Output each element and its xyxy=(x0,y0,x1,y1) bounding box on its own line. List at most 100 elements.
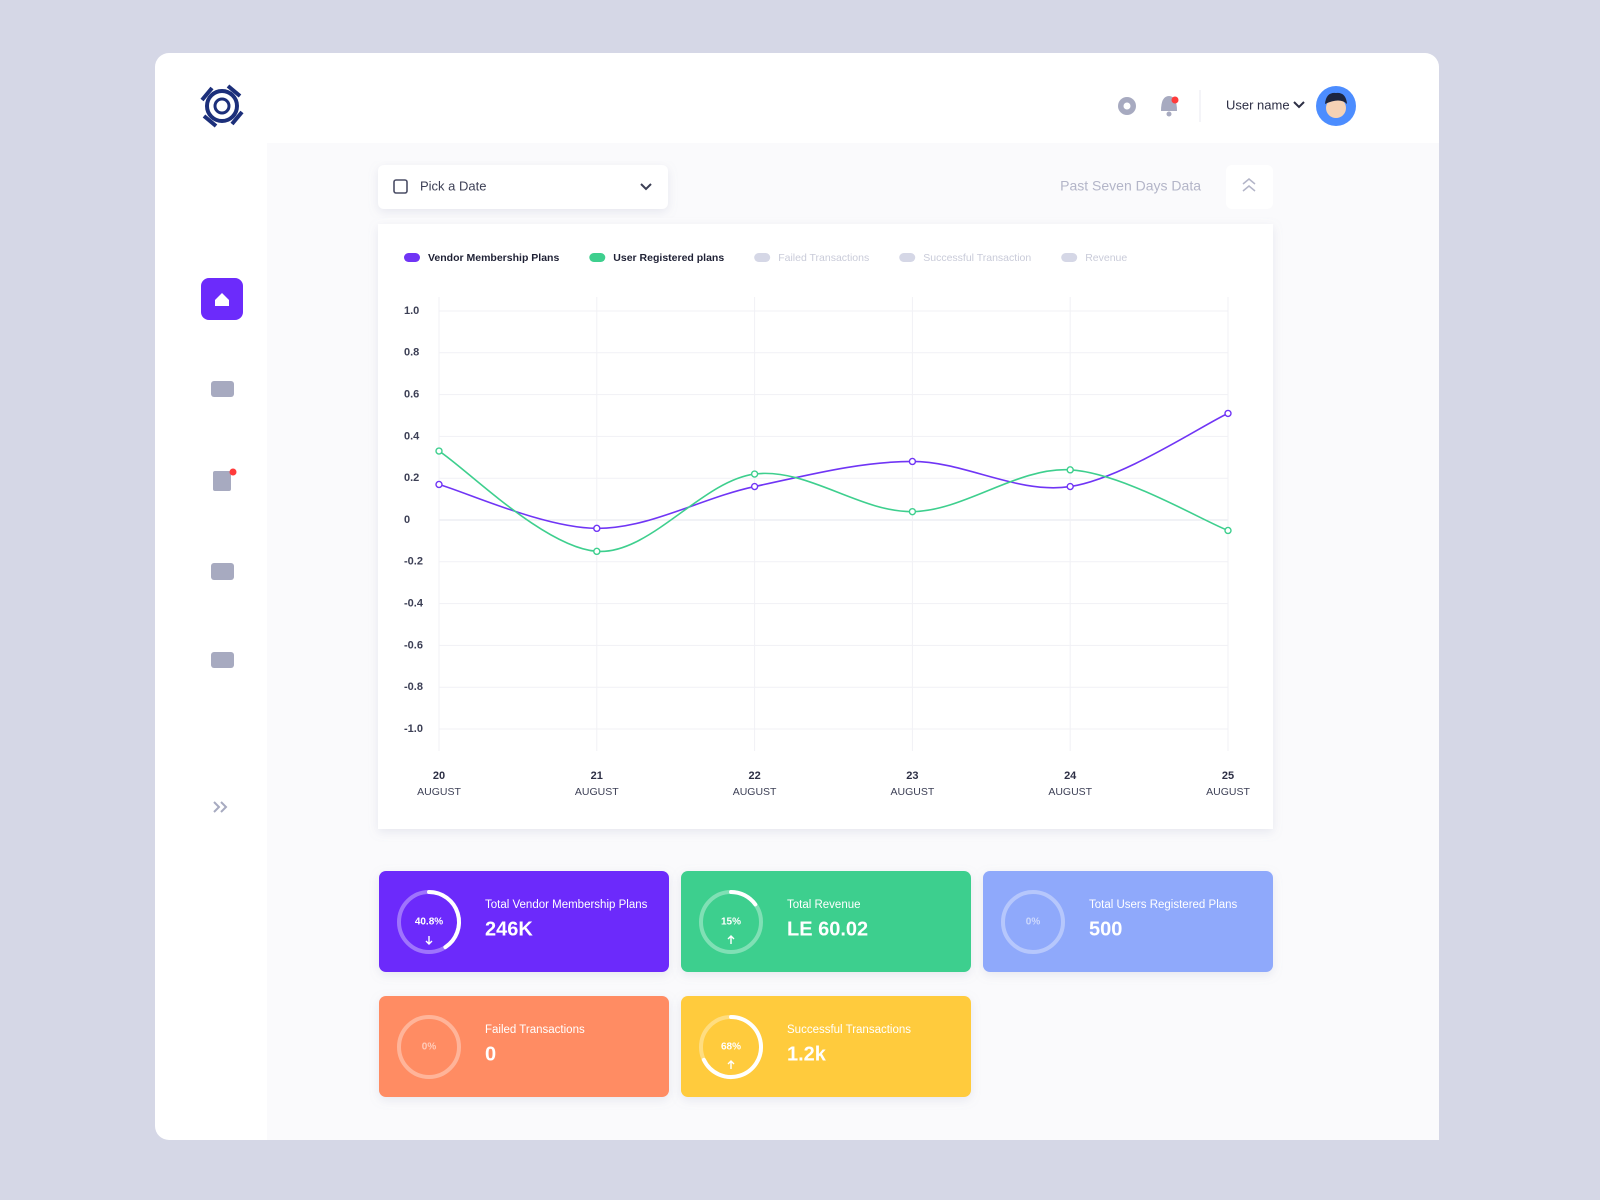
nav-reports[interactable] xyxy=(213,471,231,491)
legend-swatch[interactable] xyxy=(589,253,606,262)
data-point xyxy=(750,470,759,478)
data-point xyxy=(1224,526,1232,535)
y-tick-label: -0.2 xyxy=(404,556,423,568)
x-tick-month: AUGUST xyxy=(1206,786,1250,798)
stat-card[interactable]: 68% Successful Transactions 1.2k xyxy=(681,996,971,1097)
y-tick-label: 0.4 xyxy=(404,430,420,442)
data-point xyxy=(593,547,601,556)
notification-icon[interactable] xyxy=(1161,96,1179,117)
data-point xyxy=(435,480,443,489)
series-line xyxy=(438,412,1229,530)
card-value: 500 xyxy=(1089,918,1122,940)
x-tick-month: AUGUST xyxy=(891,786,935,798)
x-tick-day: 24 xyxy=(1064,770,1077,782)
collapse-icon xyxy=(1242,178,1256,192)
y-tick-label: -1.0 xyxy=(404,723,423,735)
ring-label: 68% xyxy=(721,1042,741,1053)
y-tick-label: 0.2 xyxy=(404,472,419,484)
date-picker-label: Pick a Date xyxy=(420,178,486,193)
x-tick-day: 20 xyxy=(433,770,445,782)
cards: 40.8% Total Vendor Membership Plans 246K 15… xyxy=(379,871,1273,1097)
trend-arrow xyxy=(727,1060,735,1069)
sidebar-expand[interactable] xyxy=(213,801,228,813)
x-tick-day: 21 xyxy=(591,770,603,782)
x-tick-day: 23 xyxy=(906,770,918,782)
card-value: 1.2k xyxy=(787,1043,827,1065)
ring-track xyxy=(397,1015,461,1079)
avatar[interactable] xyxy=(1316,86,1356,126)
card-bg xyxy=(379,871,669,972)
ring-label: 15% xyxy=(721,917,741,928)
data-point xyxy=(750,482,759,491)
stat-card[interactable]: 0% Total Users Registered Plans 500 xyxy=(983,871,1273,972)
x-tick-day: 22 xyxy=(748,770,760,782)
card-title: Successful Transactions xyxy=(787,1024,911,1036)
legend-label[interactable]: Successful Transaction xyxy=(923,252,1031,264)
data-point xyxy=(1224,409,1232,418)
legend-swatch[interactable] xyxy=(899,253,916,262)
y-tick-label: 0.8 xyxy=(404,347,419,359)
range-label: Past Seven Days Data xyxy=(1060,178,1201,194)
y-tick-label: 0 xyxy=(404,514,410,526)
ring-track xyxy=(1001,890,1065,954)
stat-card[interactable]: 0% Failed Transactions 0 xyxy=(379,996,669,1097)
trend-arrow xyxy=(425,936,433,945)
x-tick-month: AUGUST xyxy=(575,786,619,798)
nav-plans[interactable] xyxy=(211,381,234,397)
ring-label: 0% xyxy=(1026,917,1041,928)
x-tick-month: AUGUST xyxy=(1048,786,1092,798)
legend-label[interactable]: Vendor Membership Plans xyxy=(428,252,559,264)
legend-swatch[interactable] xyxy=(404,253,420,262)
date-picker[interactable] xyxy=(378,165,668,209)
card-title: Total Revenue xyxy=(787,899,861,911)
y-tick-label: 0.6 xyxy=(404,389,419,401)
legend-label[interactable]: Failed Transactions xyxy=(778,252,869,264)
x-tick-month: AUGUST xyxy=(733,786,777,798)
card-bg xyxy=(379,996,669,1097)
y-tick-label: -0.4 xyxy=(404,598,424,610)
ring-arc xyxy=(729,890,758,907)
chart: Vendor Membership Plans User Registered p… xyxy=(404,252,1250,798)
card-value: LE 60.02 xyxy=(787,918,868,940)
home-icon xyxy=(215,293,229,306)
card-bg xyxy=(681,996,971,1097)
settings-icon[interactable] xyxy=(1118,97,1136,115)
y-tick-label: -0.6 xyxy=(404,639,423,651)
data-point xyxy=(908,507,917,516)
x-tick-day: 25 xyxy=(1222,770,1234,782)
nav-wallet[interactable] xyxy=(211,563,234,580)
data-point xyxy=(1066,466,1074,474)
data-point xyxy=(435,447,443,455)
legend-swatch[interactable] xyxy=(1061,253,1078,262)
data-point xyxy=(1066,482,1074,491)
stat-card[interactable]: 15% Total Revenue LE 60.02 xyxy=(681,871,971,972)
legend-label[interactable]: Revenue xyxy=(1085,252,1127,264)
nav-badge xyxy=(229,468,237,476)
card-bg xyxy=(681,871,971,972)
card-title: Total Users Registered Plans xyxy=(1089,899,1238,911)
card-value: 246K xyxy=(485,918,533,940)
card-title: Failed Transactions xyxy=(485,1024,585,1036)
ring-arc xyxy=(701,1015,763,1079)
card-value: 0 xyxy=(485,1043,496,1065)
y-tick-label: 1.0 xyxy=(404,305,419,317)
nav-cards[interactable] xyxy=(211,652,234,668)
y-tick-label: -0.8 xyxy=(404,681,423,693)
user-dropdown[interactable] xyxy=(1293,101,1305,109)
ring-label: 40.8% xyxy=(415,917,443,928)
data-point xyxy=(908,457,917,466)
trend-arrow xyxy=(727,935,735,944)
card-title: Total Vendor Membership Plans xyxy=(485,899,648,911)
x-tick-month: AUGUST xyxy=(417,786,461,798)
logo xyxy=(200,84,244,128)
legend-label[interactable]: User Registered plans xyxy=(613,252,724,264)
user-name[interactable]: User name xyxy=(1226,97,1290,112)
ring-label: 0% xyxy=(422,1042,437,1053)
stat-card[interactable]: 40.8% Total Vendor Membership Plans 246K xyxy=(379,871,669,972)
card-bg xyxy=(983,871,1273,972)
data-point xyxy=(593,524,601,533)
date-picker-chevron xyxy=(640,183,652,191)
chart-panel xyxy=(378,224,1273,829)
legend-swatch[interactable] xyxy=(754,253,771,262)
